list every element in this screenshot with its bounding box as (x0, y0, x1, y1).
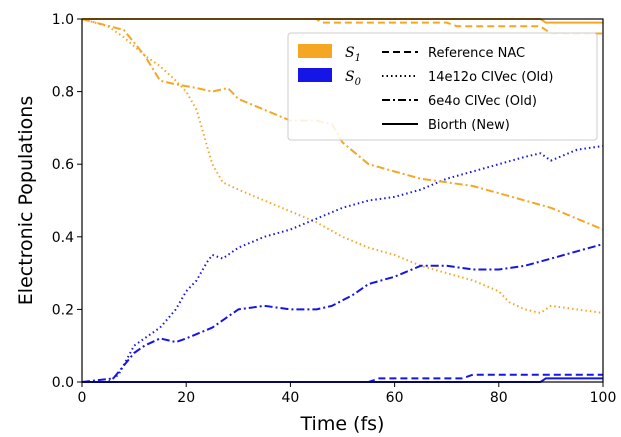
legend-state-subscript: 1 (355, 53, 361, 64)
series-line-s1-dashdot (81, 18, 604, 231)
legend-method-label: 6e4o CIVec (Old) (428, 94, 537, 109)
series-line-s1-dotted (81, 18, 604, 314)
y-tick-label: 0.2 (52, 302, 74, 318)
y-tick-label: 0.4 (52, 230, 74, 246)
y-axis-title: Electronic Populations (15, 96, 37, 305)
x-tick-label: 20 (177, 390, 195, 406)
x-tick-label: 80 (490, 390, 508, 406)
legend-method-label: 14e12o CIVec (Old) (428, 70, 553, 85)
y-tick-label: 1.0 (52, 12, 74, 28)
legend-state-subscript: 0 (355, 77, 362, 88)
series-line-s0-dotted (82, 145, 604, 383)
legend-box (287, 32, 598, 141)
legend-method-label: Reference NAC (428, 46, 525, 61)
y-tick-label: 0.8 (52, 85, 74, 101)
y-tick-label: 0.0 (52, 375, 74, 391)
series-line-s0-dashed (82, 373, 603, 383)
series-line-s0-dashdot (81, 243, 604, 383)
y-tick-label: 0.6 (52, 157, 74, 173)
axis-ticks: 0 20 40 60 80 100 0.0 0.2 0.4 0.6 0.8 1.0 (52, 12, 617, 406)
legend-state-swatch (298, 68, 332, 82)
legend-state-swatch (298, 44, 332, 58)
series-line-s1-dashed (82, 18, 603, 35)
plot-frame (81, 18, 604, 383)
x-tick-label: 100 (590, 390, 617, 406)
legend-method-label: Biorth (New) (428, 118, 510, 133)
x-tick-label: 60 (386, 390, 404, 406)
x-tick-label: 40 (281, 390, 299, 406)
x-axis-title: Time (fs) (300, 413, 385, 435)
x-tick-label: 0 (78, 390, 87, 406)
